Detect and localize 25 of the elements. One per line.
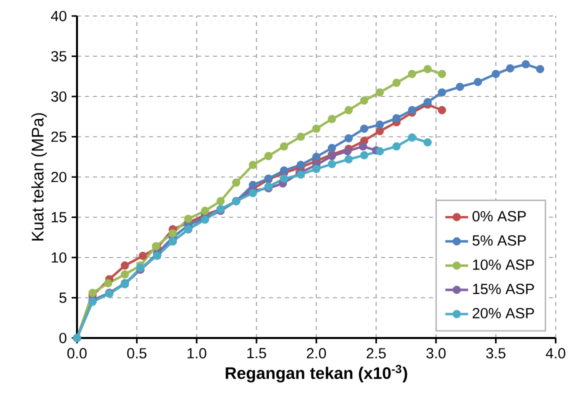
legend-label: 0% ASP <box>472 211 526 222</box>
x-tick-label: 3.5 <box>486 348 506 358</box>
y-tick-label: 30 <box>51 91 66 102</box>
y-tick-label: 10 <box>52 252 66 263</box>
legend-label: 15% ASP <box>473 284 534 294</box>
y-tick-label: 0 <box>59 332 66 344</box>
x-tick-label: 0.5 <box>127 348 146 358</box>
x-tick-label: 2.5 <box>366 348 386 358</box>
x-tick-label: 1.5 <box>247 348 266 358</box>
y-tick-label: 35 <box>51 51 66 62</box>
y-tick-label: 25 <box>51 132 66 142</box>
x-tick-label: 1.0 <box>188 348 206 358</box>
x-tick-label: 0.0 <box>67 348 87 358</box>
x-tick-label: 2.0 <box>306 348 326 358</box>
legend-label: 10% ASP <box>473 260 534 270</box>
y-tick-label: 15 <box>52 212 66 222</box>
x-tick-label: 4.0 <box>546 348 566 358</box>
legend-label: 5% ASP <box>472 235 526 246</box>
y-tick-label: 20 <box>51 172 66 182</box>
y-tick-label: 40 <box>50 10 66 22</box>
y-tick-label: 5 <box>59 292 66 303</box>
y-axis-title: Kuat tekan (MPa) <box>31 113 47 240</box>
legend-label: 20% ASP <box>472 308 534 318</box>
x-tick-label: 3.0 <box>426 348 446 358</box>
x-axis-title: Regangan tekan (x10$^{-3}$) <box>226 364 408 382</box>
